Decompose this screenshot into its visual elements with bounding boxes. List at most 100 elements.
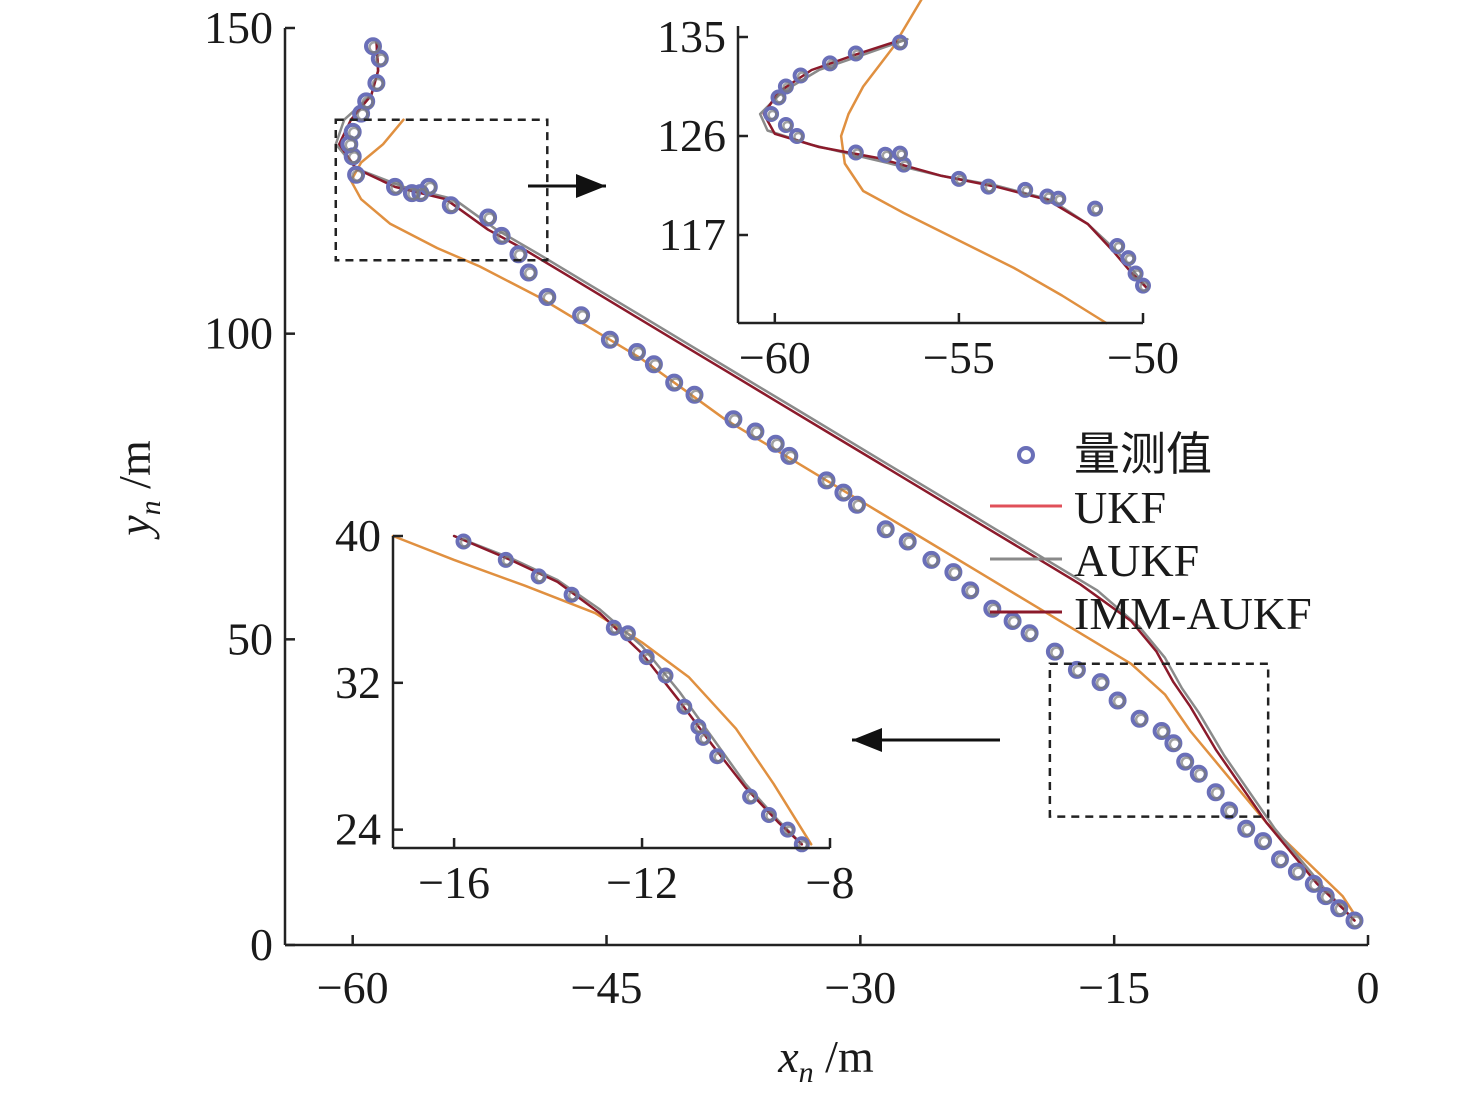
zoom-box-top [334, 118, 549, 262]
inset-top-x-tick-label: −55 [923, 332, 995, 383]
main-measurement-point-shade [649, 358, 662, 372]
main-measurement-point-shade [1258, 835, 1271, 849]
main-measurement-point-shade [356, 108, 369, 121]
inset-bottom-y-tick-label: 40 [335, 510, 381, 561]
inset-top-measurement-point-shade [1113, 241, 1124, 253]
main-measurement-point-shade [926, 554, 940, 568]
x-axis-label: xn /m [777, 1031, 874, 1089]
main-measurement-point-shade [415, 187, 429, 201]
y-axis-label-sub: n [134, 500, 167, 515]
inset-top-measurement-point-shade [984, 182, 996, 193]
inset-bottom-x-tick-label: −8 [806, 857, 855, 908]
y-axis-label-var: y [109, 515, 160, 540]
inset-bottom-measurement-point-shade [502, 555, 513, 567]
inset-top-measurement-point-shade [896, 149, 907, 160]
main-measurement-point-shade [375, 53, 388, 66]
inset-top-y-tick-label: 135 [657, 11, 726, 62]
inset-top-measurement-point-shade [1139, 281, 1150, 292]
inset-top-measurement-point-shade [1054, 194, 1066, 205]
main-measurement-point-shade [948, 566, 962, 580]
inset-bottom-measurement-point-shade [680, 702, 692, 713]
main-x-tick-label: −15 [1078, 962, 1150, 1013]
inset-bottom-measurement-point-shade [713, 751, 724, 763]
main-measurement-point-shade [728, 414, 742, 427]
main-measurement-point-shade [1210, 786, 1224, 800]
inset-top-measurement-point-shade [796, 71, 808, 82]
main-measurement-point-shade [852, 499, 865, 513]
inset-top-measurement-point-shade [852, 49, 863, 60]
inset-bottom-series-3-line [452, 534, 804, 846]
main-measurement-point-shade [821, 475, 835, 488]
inset-top-measurement-point-shade [1021, 185, 1032, 197]
inset-bottom-series-1-line [391, 534, 813, 846]
inset-top-measurement-point-shade [774, 93, 786, 104]
inset-top-x-tick-label: −60 [739, 332, 811, 383]
inset-bottom-measurement-point-shade [459, 537, 471, 548]
inset-bottom-measurement-point-shade [642, 652, 654, 664]
inset-bottom-measurement-point-shade [783, 825, 795, 836]
annotations [528, 174, 1000, 752]
legend-label: 量测值 [1074, 429, 1212, 480]
inset-bottom-x-tick-label: −12 [606, 857, 678, 908]
main-measurement-point-shade [523, 267, 537, 280]
main-measurement-point-shade [1320, 890, 1334, 904]
main-measurement-point-shade [750, 426, 764, 439]
inset-top-y-tick-label: 117 [659, 209, 726, 260]
main-x-tick-label: −30 [824, 962, 896, 1013]
main-measurement-point-shade [1275, 854, 1288, 867]
main-measurement-point-shade [784, 450, 798, 464]
main-y-tick-label: 150 [204, 2, 273, 53]
inset-top-series-1-line [839, 0, 1108, 325]
inset-bottom-y-tick-label: 32 [335, 657, 381, 708]
main-measurement-point-shade [347, 151, 361, 164]
main-measurement-point-shade [902, 536, 916, 549]
inset-top-measurement-point-shade [767, 109, 778, 121]
main-measurement-point-shade [838, 487, 852, 500]
main-measurement-point-shade [542, 291, 556, 305]
main-measurement-point-shade [371, 77, 385, 91]
main-measurement-point-shade [1134, 713, 1148, 727]
main-measurement-point-shade [669, 377, 682, 390]
inset-top-measurement-point-shade [1131, 269, 1143, 280]
main-x-tick-label: −45 [571, 962, 643, 1013]
main-measurement-point-shade [351, 169, 364, 182]
inset-bottom-series-2-line [452, 534, 804, 846]
inset-top-measurement-point-shade [1124, 253, 1136, 265]
main-measurement-point-shade [1095, 676, 1109, 690]
main-measurement-point-shade [1024, 627, 1038, 641]
inset-top-y-tick-label: 126 [657, 110, 726, 161]
inset-bottom-measurement-point-shade [699, 733, 710, 745]
main-measurement-point-shade [446, 200, 459, 213]
y-axis-label-unit: /m [109, 440, 160, 500]
legend-label: IMM-AUKF [1074, 588, 1312, 639]
main-measurement-point-shade [1007, 615, 1021, 629]
inset-top-measurement-point-shade [852, 148, 863, 159]
inset-top-measurement-point-shade [1043, 192, 1055, 203]
inset-top-measurement-point-shade [782, 82, 793, 93]
inset-top-measurement-point-shade [793, 131, 804, 143]
main-measurement-point-shade [689, 389, 703, 403]
x-axis-label-sub: n [799, 1056, 814, 1089]
inset-bottom-measurement-point-shade [567, 590, 579, 601]
inset-top-measurement-point-shade [955, 174, 966, 186]
main-measurement-point-shade [1112, 695, 1126, 708]
main-measurement-point-shade [1156, 725, 1170, 739]
main-measurement-point-shade [483, 212, 496, 225]
inset-bottom-measurement-point-shade [610, 623, 621, 635]
inset-top-measurement-point-shade [896, 38, 907, 49]
inset-bottom-measurement-point-shade [798, 840, 809, 851]
main-measurement-point-shade [344, 138, 358, 152]
inset-top-measurement-point-shade [782, 120, 793, 132]
main-series-2-line [334, 38, 1356, 922]
main-y-tick-label: 100 [204, 308, 273, 359]
main-measurement-point-shade [361, 96, 374, 109]
main-series-3-line [337, 38, 1356, 922]
main-measurement-point-shade [1309, 878, 1322, 892]
x-axis-label-var: x [777, 1031, 799, 1082]
main-measurement-point-shade [407, 187, 420, 201]
inset-top-plot: −60 −55 −50 117 126 135 [657, 0, 1179, 383]
